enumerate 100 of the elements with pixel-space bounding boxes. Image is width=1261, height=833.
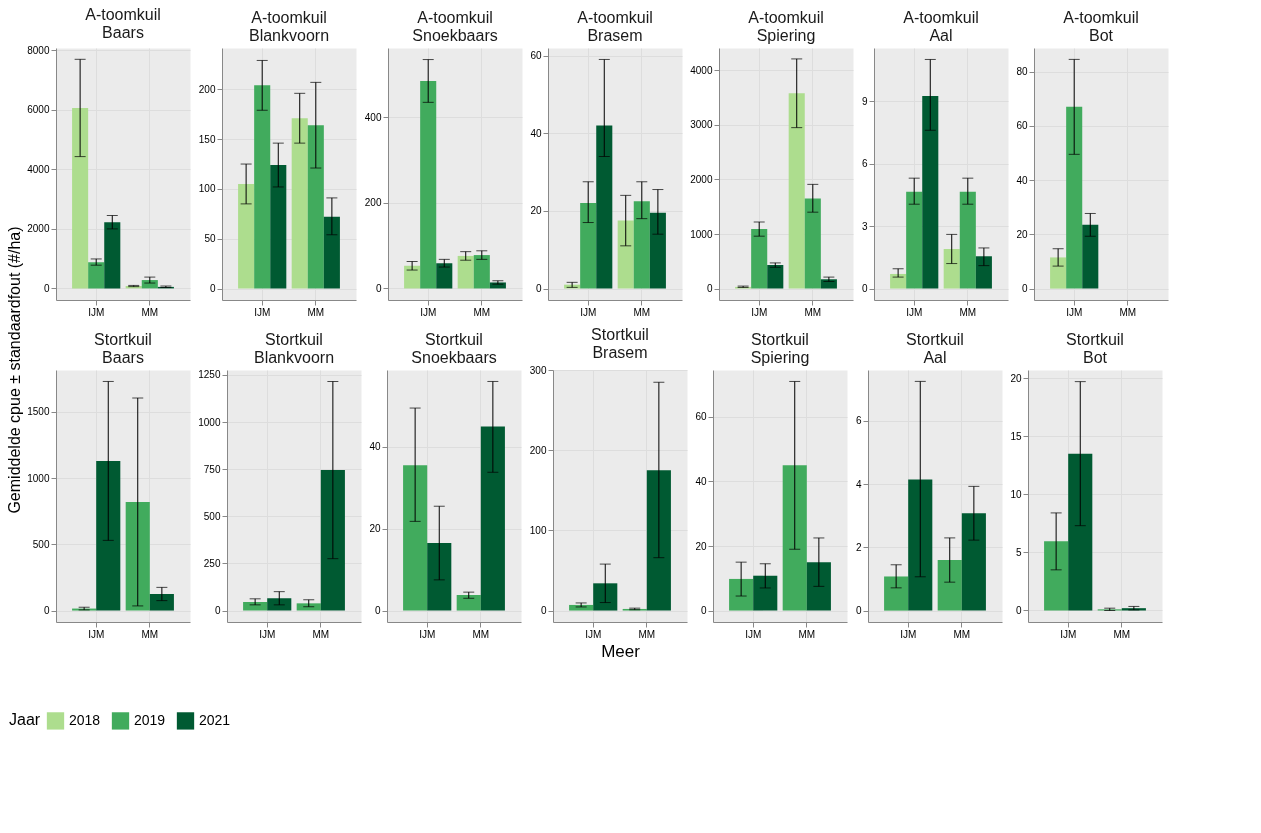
bar — [804, 198, 821, 289]
bar — [291, 118, 308, 289]
y-tick-label: 8000 — [27, 44, 50, 56]
bar — [149, 593, 174, 611]
x-tick-label: IJM — [420, 306, 437, 318]
x-tick-label: IJM — [259, 628, 276, 640]
y-tick-label: 0 — [1021, 283, 1028, 295]
y-tick-label: 20 — [369, 523, 381, 535]
y-tick-label: 500 — [203, 510, 221, 522]
x-tick-label: MM — [953, 628, 971, 640]
x-tick-label: IJM — [254, 306, 271, 318]
y-tick-label: 2000 — [27, 223, 50, 235]
bar — [404, 265, 421, 289]
y-tick-label: 0 — [214, 605, 221, 616]
bar — [267, 598, 292, 611]
chart-title: Stortkuil Baars — [94, 331, 152, 366]
y-tick-label: 0 — [535, 283, 542, 295]
y-tick-label: 0 — [540, 605, 547, 617]
x-tick-label: MM — [633, 306, 651, 318]
y-tick-label: 40 — [530, 127, 542, 139]
bar — [296, 603, 321, 611]
bar — [649, 212, 666, 289]
y-tick-label: 50 — [204, 233, 216, 245]
bar — [906, 191, 923, 289]
y-tick-label: 60 — [1016, 120, 1028, 132]
y-tick-label: 2000 — [690, 173, 713, 185]
bar — [243, 602, 268, 611]
y-tick-label: 6 — [855, 415, 862, 427]
bar — [753, 575, 778, 611]
chart-title: Stortkuil Brasem — [591, 326, 649, 362]
bar — [890, 273, 907, 289]
bar — [403, 465, 428, 611]
y-tick-label: 0 — [43, 282, 50, 294]
y-tick-label: 1000 — [690, 228, 713, 240]
y-tick-label: 20 — [1016, 228, 1028, 240]
x-tick-label: MM — [312, 628, 330, 640]
x-tick-label: MM — [638, 628, 656, 640]
x-tick-label: MM — [804, 306, 822, 318]
legend-title: Jaar — [9, 711, 41, 728]
bar — [729, 578, 754, 611]
bar — [320, 470, 345, 611]
y-tick-label: 40 — [695, 475, 707, 487]
y-tick-label: 100 — [529, 524, 547, 536]
bar — [908, 479, 933, 611]
x-tick-label: MM — [141, 306, 159, 318]
y-tick-label: 0 — [855, 605, 862, 617]
y-tick-label: 0 — [43, 605, 50, 617]
chart-title: A-toomkuil Baars — [85, 6, 161, 42]
x-tick-label: IJM — [585, 628, 602, 640]
y-tick-label: 10 — [1010, 488, 1022, 500]
y-tick-label: 20 — [1010, 372, 1022, 384]
chart-title: A-toomkuil Aal — [903, 9, 979, 44]
y-tick-label: 3 — [861, 220, 868, 232]
bar — [72, 108, 89, 289]
y-tick-label: 250 — [203, 557, 221, 569]
x-tick-label: IJM — [419, 628, 436, 640]
y-tick-label: 0 — [700, 605, 707, 617]
y-tick-label: 40 — [369, 441, 381, 453]
x-tick-label: MM — [472, 628, 490, 640]
y-tick-label: 3000 — [690, 119, 713, 131]
bar — [975, 256, 992, 289]
bar — [307, 125, 324, 289]
chart-title: Stortkuil Aal — [906, 331, 964, 366]
x-tick-label: IJM — [1066, 306, 1083, 318]
bar — [633, 201, 650, 289]
chart-title: A-toomkuil Brasem — [577, 9, 653, 44]
x-tick-label: IJM — [906, 306, 923, 318]
x-tick-label: MM — [307, 306, 325, 318]
y-tick-label: 5 — [1015, 546, 1022, 558]
x-tick-label: IJM — [1060, 628, 1077, 640]
y-tick-label: 60 — [530, 50, 542, 62]
x-tick-label: MM — [959, 306, 977, 318]
bar — [270, 165, 287, 289]
bar — [617, 220, 634, 289]
bar — [646, 470, 671, 611]
y-tick-label: 500 — [32, 538, 50, 550]
bar — [596, 125, 613, 289]
y-tick-label: 6000 — [27, 104, 50, 116]
chart-title: A-toomkuil Snoekbaars — [412, 9, 498, 44]
legend-label: 2019 — [134, 711, 166, 728]
y-tick-label: 2 — [855, 541, 862, 553]
bar — [782, 465, 807, 611]
x-tick-label: IJM — [580, 306, 597, 318]
bar — [125, 501, 150, 611]
y-tick-label: 0 — [209, 283, 216, 295]
chart-title: Stortkuil Bot — [1066, 331, 1124, 366]
y-tick-label: 150 — [198, 133, 216, 145]
bar — [323, 216, 340, 289]
y-tick-label: 200 — [364, 197, 382, 209]
y-tick-label: 0 — [861, 283, 868, 295]
bar — [580, 203, 597, 289]
y-tick-label: 4000 — [27, 163, 50, 175]
y-tick-label: 4000 — [690, 64, 713, 76]
chart-title: A-toomkuil Spiering — [748, 9, 824, 44]
x-tick-label: IJM — [745, 628, 762, 640]
y-tick-label: 200 — [198, 83, 216, 95]
bar — [238, 183, 255, 289]
x-tick-label: MM — [1113, 628, 1131, 640]
y-tick-label: 1500 — [27, 406, 50, 418]
y-axis-title: Gemiddelde cpue ± standaardfout (#/ha) — [6, 226, 23, 514]
